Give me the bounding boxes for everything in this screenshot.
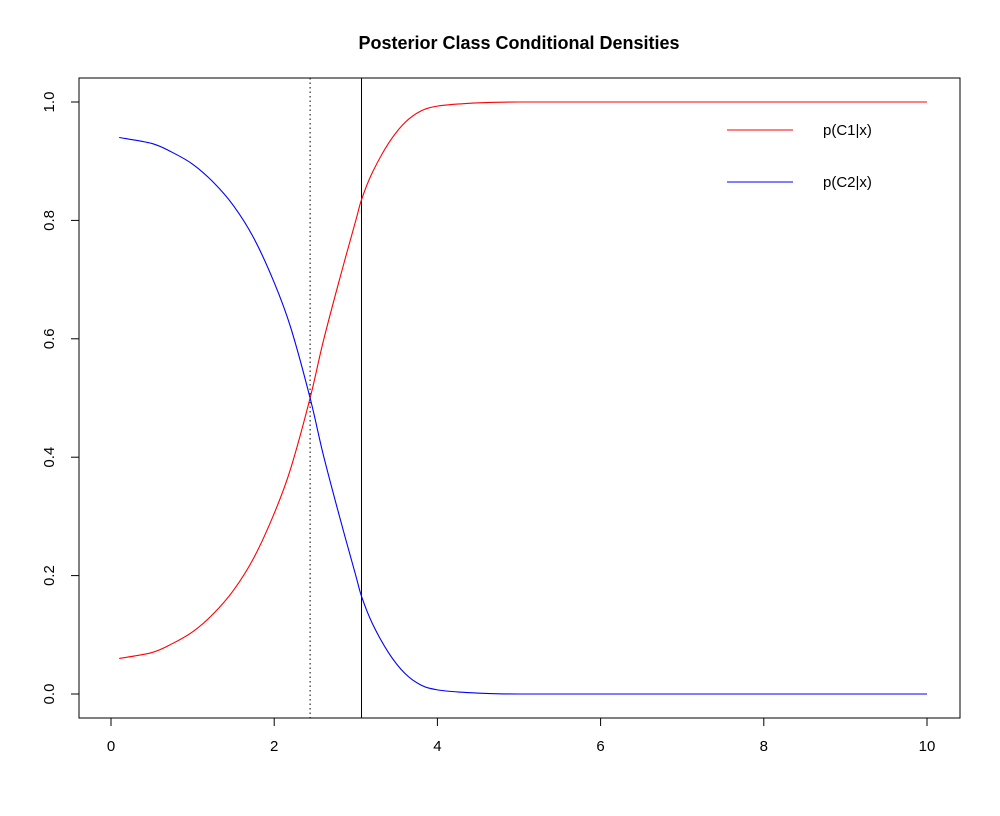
y-tick-label: 1.0 bbox=[41, 92, 58, 113]
x-axis: 0 2 4 6 8 10 bbox=[107, 717, 936, 755]
legend-label-1: p(C1|x) bbox=[823, 122, 872, 139]
y-tick-label: 0.6 bbox=[41, 328, 58, 349]
y-tick-label: 0.0 bbox=[41, 684, 58, 705]
reference-lines bbox=[309, 78, 363, 718]
legend: p(C1|x) p(C2|x) bbox=[727, 122, 872, 191]
x-tick-label: 10 bbox=[919, 738, 936, 755]
chart-title: Posterior Class Conditional Densities bbox=[358, 33, 679, 53]
series-line-1 bbox=[119, 101, 927, 660]
legend-label-2: p(C2|x) bbox=[823, 174, 872, 191]
x-tick-label: 2 bbox=[270, 738, 278, 755]
x-tick-label: 0 bbox=[107, 738, 115, 755]
y-tick-label: 0.8 bbox=[41, 210, 58, 231]
x-tick-label: 6 bbox=[596, 738, 604, 755]
series-lines bbox=[119, 101, 927, 695]
x-tick-label: 8 bbox=[760, 738, 768, 755]
y-tick-label: 0.2 bbox=[41, 565, 58, 586]
y-axis: 0.0 0.2 0.4 0.6 0.8 1.0 bbox=[41, 92, 80, 705]
x-tick-label: 4 bbox=[433, 738, 441, 755]
series-line-2 bbox=[119, 136, 927, 695]
y-tick-label: 0.4 bbox=[41, 447, 58, 468]
